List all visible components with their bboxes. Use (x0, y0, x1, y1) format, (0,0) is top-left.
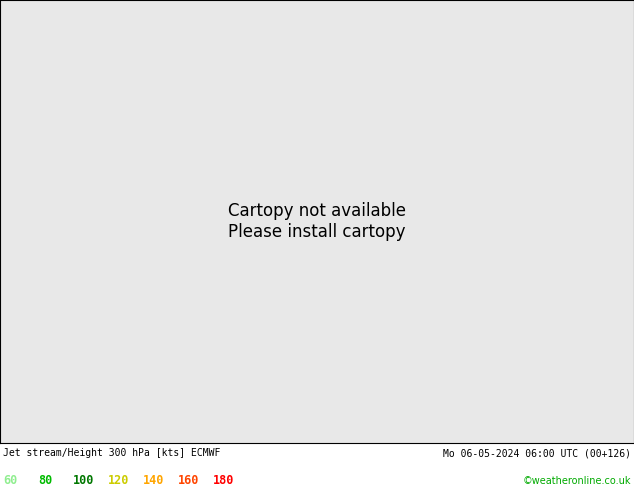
Text: 80: 80 (38, 474, 52, 487)
Text: 100: 100 (73, 474, 94, 487)
Text: 60: 60 (3, 474, 17, 487)
Text: Jet stream/Height 300 hPa [kts] ECMWF: Jet stream/Height 300 hPa [kts] ECMWF (3, 448, 221, 458)
Text: 120: 120 (108, 474, 129, 487)
Text: ©weatheronline.co.uk: ©weatheronline.co.uk (522, 476, 631, 486)
Text: Mo 06-05-2024 06:00 UTC (00+126): Mo 06-05-2024 06:00 UTC (00+126) (443, 448, 631, 458)
Text: Cartopy not available
Please install cartopy: Cartopy not available Please install car… (228, 202, 406, 241)
Text: 140: 140 (143, 474, 164, 487)
Text: 160: 160 (178, 474, 199, 487)
Text: 180: 180 (212, 474, 234, 487)
